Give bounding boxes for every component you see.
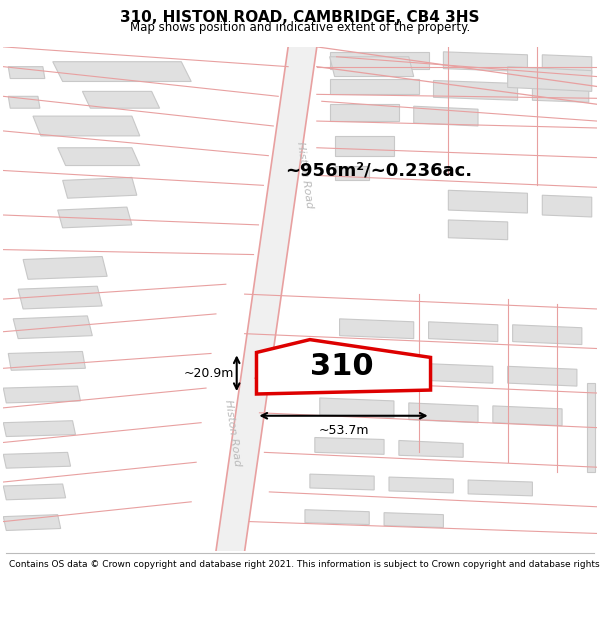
Polygon shape bbox=[310, 474, 374, 490]
Polygon shape bbox=[409, 403, 478, 422]
Polygon shape bbox=[4, 514, 61, 531]
Polygon shape bbox=[4, 484, 65, 500]
Polygon shape bbox=[58, 148, 140, 166]
Text: ~20.9m: ~20.9m bbox=[184, 367, 234, 380]
Polygon shape bbox=[414, 106, 478, 126]
Polygon shape bbox=[384, 512, 443, 528]
Polygon shape bbox=[8, 351, 85, 370]
Polygon shape bbox=[315, 438, 384, 454]
Polygon shape bbox=[329, 104, 399, 121]
Polygon shape bbox=[305, 510, 369, 524]
Text: Contains OS data © Crown copyright and database right 2021. This information is : Contains OS data © Crown copyright and d… bbox=[9, 560, 600, 569]
Polygon shape bbox=[329, 358, 404, 378]
Polygon shape bbox=[329, 79, 419, 94]
Polygon shape bbox=[8, 67, 45, 79]
Polygon shape bbox=[53, 62, 191, 81]
Polygon shape bbox=[329, 57, 414, 76]
Polygon shape bbox=[82, 91, 160, 108]
Text: Map shows position and indicative extent of the property.: Map shows position and indicative extent… bbox=[130, 21, 470, 34]
Text: 310: 310 bbox=[310, 352, 374, 381]
Polygon shape bbox=[18, 286, 102, 309]
Text: ~956m²/~0.236ac.: ~956m²/~0.236ac. bbox=[286, 161, 473, 179]
Text: ~53.7m: ~53.7m bbox=[318, 424, 369, 437]
Polygon shape bbox=[542, 195, 592, 217]
Polygon shape bbox=[23, 256, 107, 279]
Polygon shape bbox=[587, 383, 595, 472]
Polygon shape bbox=[8, 96, 40, 108]
Polygon shape bbox=[4, 386, 80, 403]
Polygon shape bbox=[335, 166, 369, 181]
Polygon shape bbox=[58, 207, 132, 228]
Text: 310, HISTON ROAD, CAMBRIDGE, CB4 3HS: 310, HISTON ROAD, CAMBRIDGE, CB4 3HS bbox=[120, 10, 480, 25]
Polygon shape bbox=[532, 84, 589, 102]
Polygon shape bbox=[512, 325, 582, 344]
Polygon shape bbox=[468, 480, 532, 496]
Polygon shape bbox=[335, 136, 394, 156]
Polygon shape bbox=[13, 316, 92, 339]
Polygon shape bbox=[320, 398, 394, 418]
Polygon shape bbox=[62, 177, 137, 198]
Polygon shape bbox=[4, 452, 71, 468]
Polygon shape bbox=[399, 441, 463, 458]
Polygon shape bbox=[428, 322, 498, 342]
Polygon shape bbox=[508, 366, 577, 386]
Text: Histon Road: Histon Road bbox=[223, 399, 242, 467]
Polygon shape bbox=[542, 55, 592, 74]
Polygon shape bbox=[448, 220, 508, 240]
Polygon shape bbox=[448, 190, 527, 213]
Polygon shape bbox=[329, 52, 428, 69]
Text: Histon Road: Histon Road bbox=[295, 141, 314, 209]
Polygon shape bbox=[33, 116, 140, 136]
Polygon shape bbox=[493, 406, 562, 426]
Polygon shape bbox=[389, 477, 453, 493]
Polygon shape bbox=[256, 339, 431, 394]
Polygon shape bbox=[419, 363, 493, 383]
Polygon shape bbox=[4, 421, 76, 436]
Polygon shape bbox=[443, 52, 527, 72]
Polygon shape bbox=[340, 319, 414, 339]
Polygon shape bbox=[508, 67, 592, 91]
Polygon shape bbox=[216, 47, 317, 551]
Polygon shape bbox=[434, 81, 518, 100]
